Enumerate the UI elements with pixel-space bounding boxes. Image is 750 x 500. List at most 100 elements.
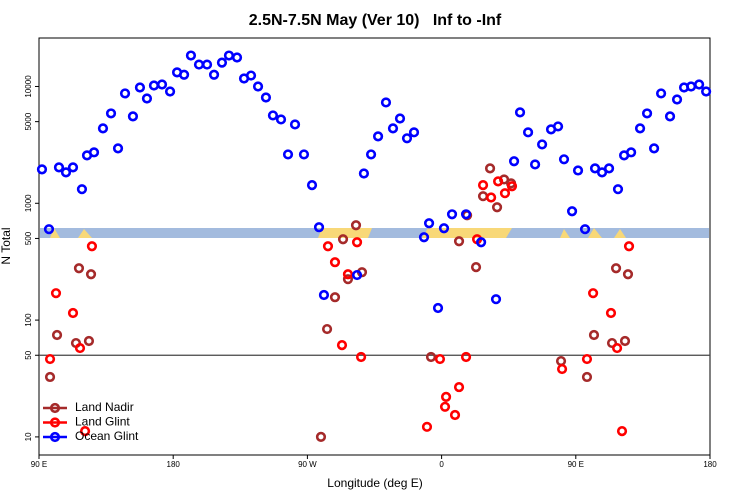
plot-frame: [38, 37, 711, 456]
data-point: [622, 269, 634, 280]
data-point: [208, 69, 220, 80]
data-point: [603, 163, 615, 174]
data-point: [86, 241, 98, 252]
data-point: [623, 241, 635, 252]
data-point: [449, 409, 461, 421]
data-point: [490, 294, 502, 305]
data-point: [484, 163, 496, 174]
data-point: [432, 302, 444, 314]
data-point: [460, 351, 472, 363]
data-point: [506, 181, 518, 192]
data-point: [438, 223, 450, 234]
data-point: [641, 108, 653, 119]
data-point: [60, 167, 72, 178]
land-mask-band: [40, 228, 709, 238]
legend-label: Land Nadir: [75, 400, 134, 414]
data-point: [529, 159, 541, 170]
data-point: [329, 257, 341, 268]
data-point: [43, 224, 55, 235]
data-point: [193, 59, 205, 70]
data-point: [322, 241, 334, 252]
legend-marker: [49, 431, 61, 443]
data-point: [477, 180, 489, 191]
y-tick-label: 50: [24, 350, 33, 359]
data-point: [556, 363, 568, 375]
data-point: [73, 263, 85, 274]
data-point: [97, 123, 109, 134]
data-point: [401, 133, 413, 144]
chart-title: 2.5N-7.5N May (Ver 10) Inf to -Inf: [249, 12, 502, 29]
data-point: [493, 176, 504, 187]
data-point: [51, 329, 63, 341]
data-point: [260, 92, 272, 103]
data-point: [74, 342, 86, 354]
legend-marker: [49, 417, 61, 428]
data-point: [514, 107, 526, 118]
data-point: [499, 188, 511, 199]
data-point: [440, 391, 452, 403]
y-tick-label: 500: [24, 231, 33, 245]
data-point: [164, 86, 176, 97]
data-point: [581, 353, 593, 365]
data-point: [289, 119, 301, 130]
data-point: [342, 274, 354, 285]
data-point: [351, 269, 363, 281]
data-point: [88, 147, 100, 158]
data-point: [626, 147, 637, 158]
data-point: [491, 202, 503, 213]
data-point: [313, 222, 325, 233]
data-point: [555, 355, 567, 367]
data-point: [453, 381, 465, 393]
data-point: [355, 351, 367, 363]
data-point: [231, 52, 243, 63]
data-point: [552, 121, 564, 132]
data-point: [606, 337, 618, 349]
data-point: [148, 80, 160, 91]
data-point: [350, 220, 362, 231]
data-point: [612, 184, 624, 195]
data-point: [372, 131, 384, 142]
x-tick-label: 0: [439, 460, 444, 469]
data-point: [275, 114, 287, 125]
data-point: [423, 218, 435, 229]
x-tick-label: 90 E: [568, 460, 584, 469]
data-point: [394, 113, 406, 124]
data-point: [44, 353, 56, 365]
data-point: [119, 88, 131, 99]
data-point: [315, 431, 327, 443]
data-point: [76, 184, 88, 195]
data-point: [67, 162, 79, 173]
data-point: [245, 70, 257, 81]
data-point: [306, 180, 318, 191]
data-point: [351, 237, 363, 248]
data-point: [267, 110, 279, 121]
data-point: [566, 206, 578, 217]
data-point: [337, 234, 349, 245]
data-point: [648, 143, 660, 154]
legend-label: Ocean Glint: [75, 429, 139, 443]
data-point: [418, 232, 430, 243]
data-point: [596, 167, 608, 178]
data-point: [408, 127, 420, 138]
legend-label: Land Glint: [75, 415, 130, 429]
x-tick-label: 90 W: [298, 460, 317, 469]
data-point: [460, 209, 472, 220]
data-point: [216, 57, 228, 68]
data-point: [421, 421, 433, 432]
y-tick-label: 1000: [24, 194, 33, 212]
data-point: [79, 426, 91, 437]
data-point: [156, 79, 168, 90]
data-point: [616, 426, 628, 437]
data-point: [612, 342, 623, 354]
legend-marker: [49, 402, 61, 414]
data-point: [318, 289, 330, 301]
data-point: [671, 94, 683, 105]
data-point: [605, 307, 617, 319]
data-point: [701, 86, 712, 97]
data-point: [387, 123, 399, 134]
data-point: [67, 307, 79, 319]
data-point: [579, 224, 591, 235]
data-point: [425, 351, 437, 363]
data-point: [44, 371, 56, 383]
data-point: [185, 50, 197, 61]
